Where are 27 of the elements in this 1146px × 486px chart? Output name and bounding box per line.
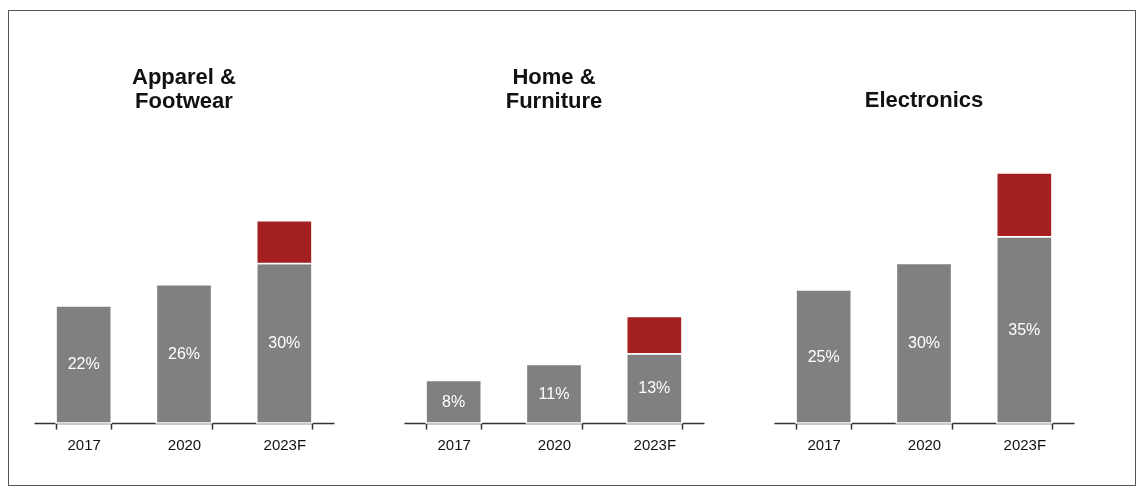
data-label: 11% — [538, 384, 570, 402]
bar — [795, 289, 853, 424]
x-tick-label: 2017 — [437, 435, 471, 453]
x-tick-label: 2023F — [633, 435, 677, 453]
x-tick-label: 2023F — [263, 435, 307, 453]
chart-title: Electronics — [864, 87, 984, 113]
bar — [525, 363, 583, 424]
data-label: 26% — [167, 344, 201, 362]
chart-title: Apparel & Footwear — [132, 64, 237, 113]
data-label: 13% — [638, 379, 671, 397]
bar — [155, 283, 213, 424]
bar — [895, 262, 953, 424]
bar — [425, 379, 483, 424]
data-label: 25% — [807, 347, 840, 365]
x-tick-label: 2023F — [1003, 435, 1047, 453]
data-label: 8% — [442, 392, 466, 410]
bar — [55, 305, 113, 424]
x-tick-label: 2020 — [537, 435, 572, 453]
chart-title: Home & Furniture — [505, 64, 603, 113]
data-label: 22% — [67, 355, 100, 373]
data-label: 30% — [268, 334, 301, 352]
x-tick-label: 2017 — [67, 435, 101, 453]
x-tick-label: 2020 — [907, 435, 942, 453]
x-tick-label: 2017 — [807, 435, 841, 453]
x-tick-label: 2020 — [167, 435, 202, 453]
data-label: 30% — [907, 334, 941, 352]
data-label: 35% — [1008, 320, 1041, 338]
